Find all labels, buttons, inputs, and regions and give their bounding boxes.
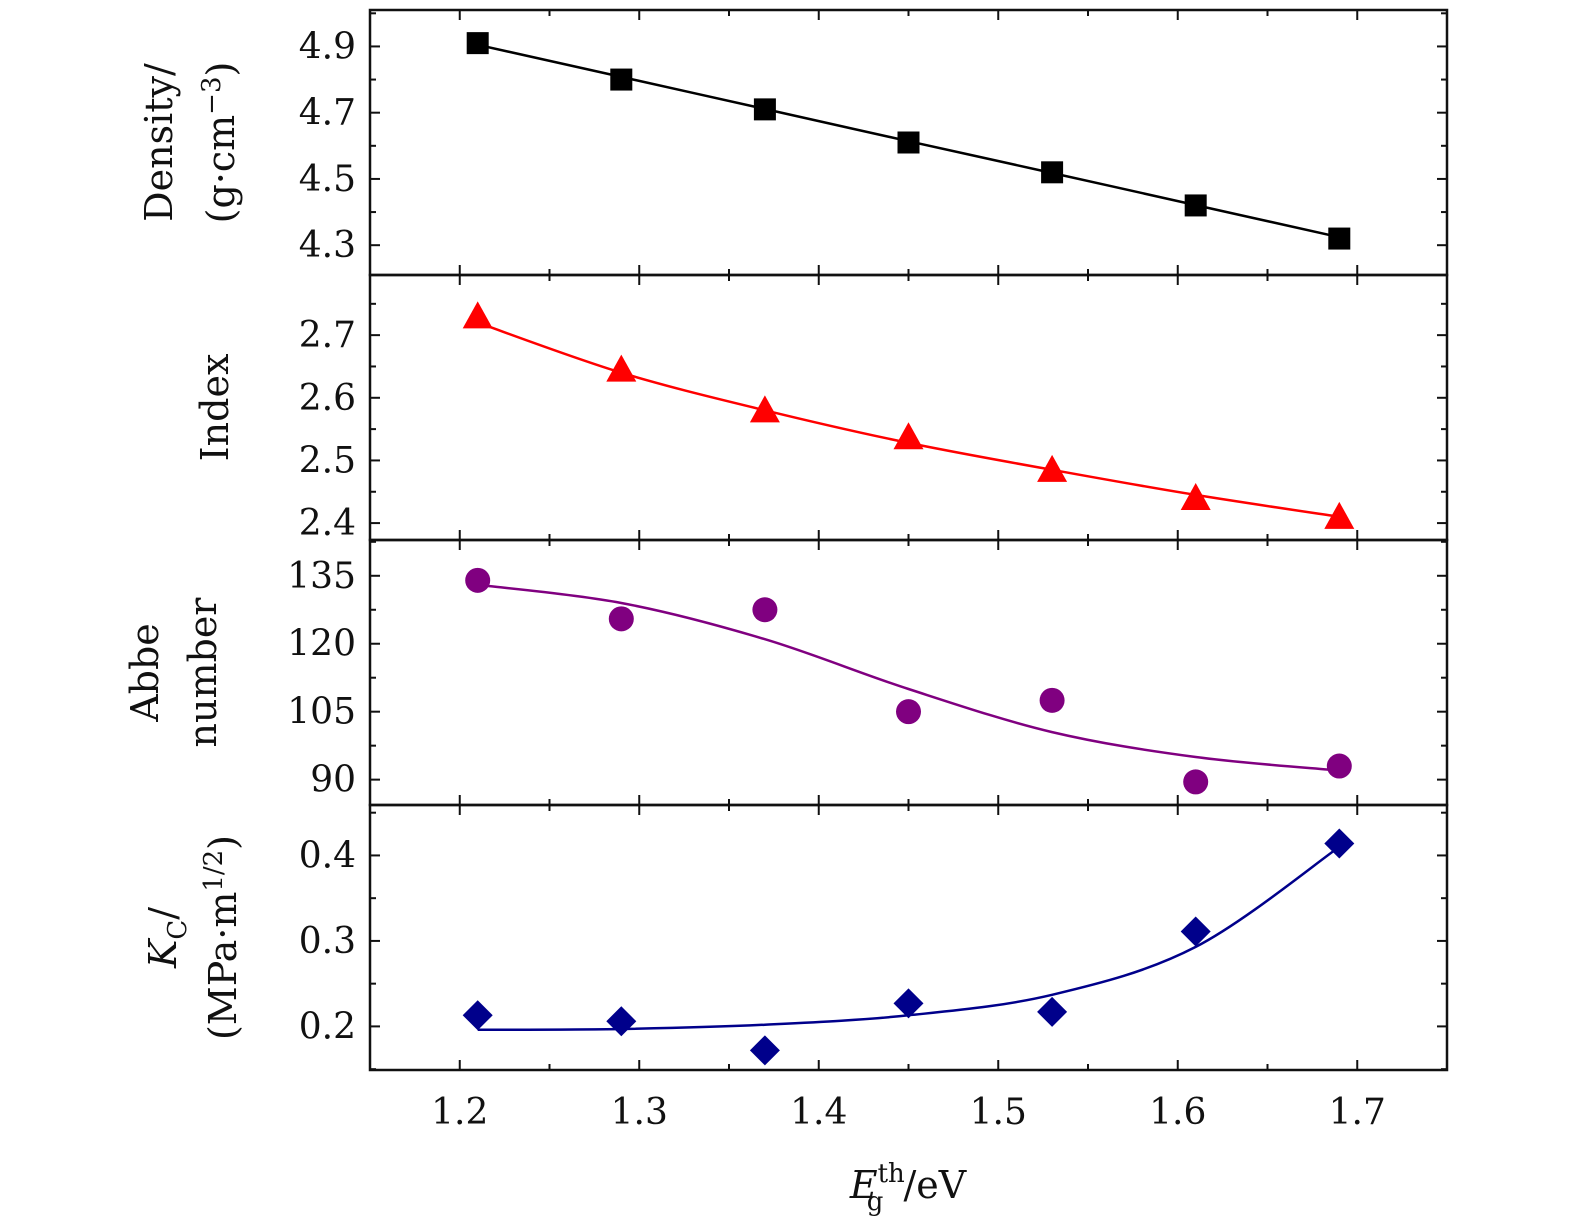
x-tick-label: 1.3	[611, 1092, 668, 1133]
data-point-density	[610, 68, 633, 91]
data-point-kc	[606, 1006, 637, 1037]
y-tick-label: 2.5	[299, 440, 356, 481]
data-point-density	[1041, 161, 1064, 184]
y-axis-title: Index	[193, 354, 237, 462]
y-axis-title-line1: KC/	[141, 907, 193, 969]
y-axis-title-line2: (MPa·m1/2)	[199, 835, 245, 1040]
data-point-kc	[1324, 828, 1355, 859]
y-tick-label: 90	[310, 760, 356, 801]
y-axis-title-line2: number	[181, 597, 225, 748]
panel-kc: 0.2 0.3 0.4 KC/(MPa·m1/2)	[141, 803, 1449, 1072]
panel-abbe: 90 105 120 135 Abbe number	[123, 538, 1449, 807]
data-point-abbe	[608, 606, 634, 632]
data-point-kc	[462, 1000, 493, 1031]
panel-index: 2.4 2.5 2.6 2.7 Index	[193, 273, 1449, 544]
data-point-abbe	[1183, 769, 1209, 795]
y-tick-label: 120	[287, 624, 356, 665]
data-point-index	[1180, 483, 1211, 511]
data-point-index	[893, 422, 924, 450]
data-point-kc	[893, 988, 924, 1019]
y-tick-label: 0.4	[299, 835, 356, 876]
data-point-density	[753, 98, 776, 121]
data-point-kc	[749, 1035, 780, 1066]
fit-curve-abbe	[477, 583, 1340, 772]
data-point-density	[1184, 194, 1207, 217]
x-tick-label: 1.6	[1149, 1092, 1206, 1133]
data-point-abbe	[1039, 687, 1065, 713]
data-point-abbe	[896, 699, 921, 725]
y-tick-label: 4.5	[299, 159, 356, 200]
data-point-index	[606, 354, 637, 382]
data-point-abbe	[1326, 753, 1352, 779]
panel-frame	[368, 273, 1449, 542]
data-point-density	[897, 131, 920, 154]
data-point-kc	[1180, 916, 1211, 947]
data-point-index	[749, 395, 780, 423]
chart-panels: 4.3 4.5 4.7 4.9 Density/ (g·cm−3) 2.4 2.5 2.6 2.7…	[123, 8, 1449, 1072]
y-tick-label: 0.3	[299, 921, 356, 962]
y-tick-label: 4.3	[299, 225, 356, 266]
data-point-kc	[1037, 996, 1068, 1027]
x-tick-label: 1.7	[1329, 1092, 1386, 1133]
data-point-density	[1328, 227, 1351, 250]
data-point-density	[466, 32, 489, 55]
fit-curve-index	[477, 321, 1340, 519]
data-point-index	[1037, 454, 1068, 482]
x-axis: 1.2 1.3 1.4 1.5 1.6 1.7 Eth g/eV	[431, 1092, 1386, 1217]
data-point-abbe	[752, 597, 778, 623]
y-tick-label: 4.9	[299, 26, 356, 67]
x-tick-label: 1.4	[790, 1092, 847, 1133]
data-point-index	[1324, 501, 1355, 529]
x-axis-title: Eth g/eV	[849, 1159, 967, 1217]
y-tick-label: 0.2	[299, 1006, 356, 1047]
y-tick-label: 4.7	[299, 93, 356, 134]
y-tick-label: 2.7	[299, 315, 356, 356]
data-point-index	[462, 301, 493, 329]
data-point-abbe	[465, 567, 491, 593]
x-tick-label: 1.2	[431, 1092, 488, 1133]
panel-density: 4.3 4.5 4.7 4.9 Density/ (g·cm−3)	[137, 8, 1449, 277]
y-axis-title-line1: Density/	[137, 63, 181, 222]
y-tick-label: 135	[287, 556, 356, 597]
y-tick-label: 2.4	[299, 503, 356, 544]
y-tick-label: 105	[287, 692, 356, 733]
x-tick-label: 1.5	[970, 1092, 1027, 1133]
y-tick-label: 2.6	[299, 378, 356, 419]
y-axis-title-line2: (g·cm−3)	[197, 62, 243, 224]
y-axis-title-line1: Abbe	[123, 623, 167, 723]
